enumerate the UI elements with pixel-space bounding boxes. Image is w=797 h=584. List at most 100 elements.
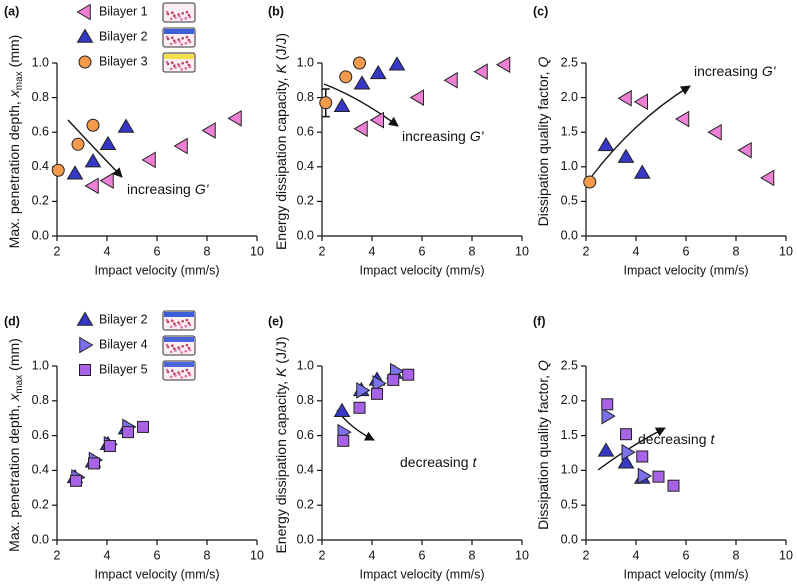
legend-icon-dot (169, 350, 173, 354)
panel-label: (a) (4, 4, 19, 18)
y-label-var: K (273, 367, 289, 377)
legend-icon-dot (173, 372, 176, 376)
x-tick-label: 10 (250, 244, 264, 258)
x-tick-label: 10 (515, 548, 529, 562)
y-tick-label: 0.6 (297, 428, 314, 442)
x-tick-label: 6 (154, 548, 161, 562)
y-tick-label: 0.0 (561, 228, 578, 242)
marker (667, 479, 680, 492)
panel-label: (e) (268, 314, 283, 328)
legend-icon-dot (178, 15, 181, 18)
marker (104, 440, 116, 453)
legend-icon-dot (174, 374, 177, 377)
annotation-arrow (323, 83, 399, 127)
annotation-text: increasing (402, 128, 466, 144)
x-tick-label: 2 (583, 548, 590, 562)
annotation-text: decreasing (400, 454, 469, 470)
marker (652, 470, 665, 483)
panel: (c) 2 4 6 8 10 0.0 0.5 1.0 1.5 2.0 2.5 Impact veloci… (533, 4, 793, 277)
y-label-var: Q (535, 360, 551, 371)
legend-icon-dot (178, 373, 181, 376)
x-tick-label: 2 (319, 548, 326, 562)
legend-icon-dot (180, 68, 183, 71)
marker (443, 71, 458, 89)
y-label-text: Dissipation quality factor, (535, 375, 551, 530)
x-axis-label: Impact velocity (mm/s) (359, 567, 484, 581)
y-label-text: Dissipation quality factor, (535, 72, 551, 227)
marker (319, 96, 333, 110)
x-tick-label: 4 (633, 548, 640, 562)
y-axis-label: Max. penetration depth, xmax (mm) (6, 35, 25, 249)
marker (353, 401, 366, 414)
y-tick-label: 0.2 (32, 194, 49, 208)
legend-icon-dot (184, 374, 188, 378)
y-label-sub: max (14, 375, 25, 394)
marker (402, 368, 415, 381)
annotation-var: G' (195, 181, 210, 197)
y-label-var: K (273, 64, 289, 74)
legend-icon-dot (181, 62, 184, 65)
x-tick-label: 10 (515, 244, 529, 258)
y-tick-label: 0.2 (297, 194, 314, 208)
x-tick-label: 8 (469, 244, 476, 258)
y-label-sub: max (14, 71, 25, 90)
marker (496, 56, 511, 74)
legend-icon-dot (165, 343, 169, 347)
y-label-text: Max. penetration depth, (6, 101, 22, 248)
marker (620, 428, 632, 441)
legend-icon-dot (185, 35, 189, 39)
legend-icon-dot (165, 60, 169, 64)
y-tick-label: 0.6 (32, 124, 49, 138)
y-label-var: Q (535, 57, 551, 68)
legend-icon-dot (187, 13, 191, 17)
legend-marker (79, 336, 94, 354)
x-tick-label: 10 (779, 244, 793, 258)
legend-icon-dot (177, 38, 180, 41)
x-tick-label: 4 (369, 548, 376, 562)
legend-label: Bilayer 2 (99, 29, 148, 43)
marker (137, 420, 149, 433)
annotation-arrow (591, 85, 691, 177)
legend-icon-dot (173, 347, 176, 351)
y-tick-label: 0.4 (32, 463, 49, 477)
legend-icon-dot (177, 321, 180, 324)
y-tick-label: 1.5 (561, 428, 578, 442)
legend-icon-band (164, 29, 194, 34)
legend-icon-dot (181, 345, 184, 348)
y-label-text: Max. penetration depth, (6, 405, 22, 552)
legend-icon-dot (185, 10, 189, 14)
marker (597, 136, 615, 152)
annotation-text: increasing (694, 63, 758, 79)
x-tick-label: 10 (250, 548, 264, 562)
y-axis-label: Dissipation quality factor, Q (535, 360, 551, 530)
panel: (b) 2 4 6 8 10 0.0 0.2 0.4 0.6 0.8 1.0 Impact veloci… (268, 4, 529, 277)
legend-icon-dot (181, 320, 184, 323)
y-tick-label: 0.0 (297, 228, 314, 242)
marker (369, 64, 387, 80)
marker (617, 89, 632, 107)
panel: (a) 2 4 6 8 10 0.0 0.2 0.4 0.6 0.8 1.0 Impact veloci… (4, 2, 264, 277)
legend-icon-dot (178, 65, 181, 68)
x-tick-label: 2 (319, 244, 326, 258)
legend-icon-dot (184, 41, 188, 45)
marker (339, 70, 353, 84)
legend-icon-dot (174, 41, 177, 44)
marker (617, 454, 635, 469)
marker (86, 118, 100, 132)
legend-icon-dot (181, 12, 184, 15)
x-axis-label: Impact velocity (mm/s) (94, 567, 219, 581)
legend-marker (76, 311, 94, 326)
y-label-unit: (J/J) (273, 33, 289, 60)
marker (51, 163, 65, 177)
y-tick-label: 2.0 (561, 393, 578, 407)
panel: (e) 2 4 6 8 10 0.0 0.2 0.4 0.6 0.8 1.0 Impact veloci… (268, 314, 529, 581)
legend-label: Bilayer 2 (99, 312, 148, 326)
legend-icon-dot (174, 16, 177, 19)
x-tick-label: 4 (104, 244, 111, 258)
y-tick-label: 0.8 (297, 393, 314, 407)
legend-icon-dot (178, 348, 181, 351)
marker (675, 110, 690, 128)
marker (84, 153, 102, 168)
y-axis-label: Max. penetration depth, xmax (mm) (6, 338, 25, 552)
y-label-unit: (J/J) (273, 336, 289, 363)
